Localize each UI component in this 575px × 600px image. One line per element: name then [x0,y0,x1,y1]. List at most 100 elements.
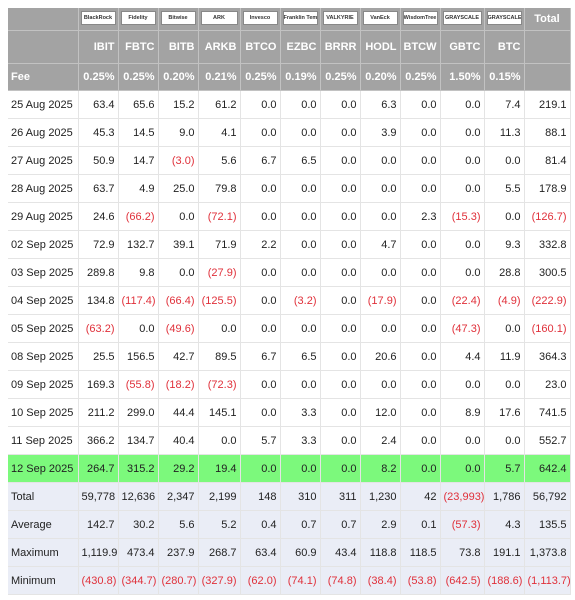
flow-value: (17.9) [360,286,401,315]
ticker: GBTC [440,30,485,64]
flow-value: 73.8 [440,538,485,567]
flow-value: (1,113.7) [524,566,571,595]
flow-value: 50.9 [78,146,119,175]
ticker: BITB [158,30,199,64]
flow-value: 39.1 [158,230,199,259]
flow-value: 315.2 [118,454,159,483]
flow-value: 1,786 [484,482,525,511]
flow-value: 56,792 [524,482,571,511]
flow-value: 0.0 [198,426,241,455]
flow-value: 0.0 [440,146,485,175]
flow-value: 0.1 [400,510,441,539]
flow-value: 0.0 [320,314,361,343]
flow-value: 11.9 [484,342,525,371]
table-row: 12 Sep 2025 264.7 315.2 29.2 19.4 0.0 0.0 0.0 8.… [8,454,571,483]
flow-value: 135.5 [524,510,571,539]
flow-value: 0.0 [440,90,485,119]
flow-value: 134.8 [78,286,119,315]
flow-value: 14.7 [118,146,159,175]
table-row: 09 Sep 2025 169.3 (55.8) (18.2) (72.3) 0.0 0.0… [8,370,571,399]
row-label: 03 Sep 2025 [8,258,79,287]
table-row: 28 Aug 2025 63.7 4.9 25.0 79.8 0.0 0.0 0.0 0.0 0.… [8,174,571,203]
row-label: 12 Sep 2025 [8,454,79,483]
flow-value: 4.4 [440,342,485,371]
fee-row: Fee 0.25% 0.25% 0.20% 0.21% 0.25% 0.19% 0.25% 0.… [8,63,571,91]
flow-value: 0.0 [400,454,441,483]
row-label: 28 Aug 2025 [8,174,79,203]
flow-value: 3.3 [280,398,321,427]
table-row: 11 Sep 2025 366.2 134.7 40.4 0.0 5.7 3.3 0.0 2.4… [8,426,571,455]
logo-cell: BlackRock [78,8,119,31]
table-row: 08 Sep 2025 25.5 156.5 42.7 89.5 6.7 6.5 0.0 20.… [8,342,571,371]
flow-value: 6.7 [240,146,281,175]
flow-value: 0.0 [400,174,441,203]
flow-value: 72.9 [78,230,119,259]
flow-value: 118.5 [400,538,441,567]
flow-value: 43.4 [320,538,361,567]
logo-cell: Fidelity [118,8,159,31]
flow-value: 3.9 [360,118,401,147]
fee: 0.25% [118,63,159,91]
flow-value: 61.2 [198,90,241,119]
row-label: 25 Aug 2025 [8,90,79,119]
flow-value: 0.0 [280,230,321,259]
flow-value: 63.4 [240,538,281,567]
flow-value: 0.0 [320,118,361,147]
flow-value: 9.8 [118,258,159,287]
flow-value: 14.5 [118,118,159,147]
flow-value: 0.0 [440,370,485,399]
flow-value: (126.7) [524,202,571,231]
flow-value: 81.4 [524,146,571,175]
fee-label: Fee [8,63,79,91]
flow-value: 0.0 [360,370,401,399]
fee: 0.19% [280,63,321,91]
flow-value: 0.0 [400,426,441,455]
flow-value: 191.1 [484,538,525,567]
logo-cell: Franklin Templeton [280,8,321,31]
flow-value: (430.8) [78,566,119,595]
flow-value: 0.0 [320,174,361,203]
flow-value: 4.1 [198,118,241,147]
fee: 0.15% [484,63,525,91]
flow-value: 11.3 [484,118,525,147]
table-row: 10 Sep 2025 211.2 299.0 44.4 145.1 0.0 3.3 0.0 1… [8,398,571,427]
flow-value: 364.3 [524,342,571,371]
flow-value: 142.7 [78,510,119,539]
flow-value: 741.5 [524,398,571,427]
flow-value: 8.2 [360,454,401,483]
flow-value: 0.0 [198,314,241,343]
flow-value: (327.9) [198,566,241,595]
flow-value: 156.5 [118,342,159,371]
flow-value: 0.0 [320,146,361,175]
flow-value: 89.5 [198,342,241,371]
fee: 1.50% [440,63,485,91]
flow-value: 366.2 [78,426,119,455]
flow-value: 0.0 [360,202,401,231]
flow-value: 0.0 [280,370,321,399]
flow-value: 0.0 [320,426,361,455]
flow-value: (160.1) [524,314,571,343]
flow-value: (15.3) [440,202,485,231]
flow-value: 0.0 [320,286,361,315]
issuer-logo: Bitwise [160,10,196,25]
flow-value: 0.0 [280,314,321,343]
flow-value: 5.6 [198,146,241,175]
flow-value: 0.0 [400,314,441,343]
flow-value: 25.0 [158,174,199,203]
ticker: ARKB [198,30,241,64]
flow-value: 0.0 [440,426,485,455]
flow-value: (125.5) [198,286,241,315]
ticker: IBIT [78,30,119,64]
table-row: 05 Sep 2025 (63.2) 0.0 (49.6) 0.0 0.0 0.0 0.0 0.… [8,314,571,343]
fee: 0.20% [360,63,401,91]
flow-value: 0.0 [280,118,321,147]
flow-value: 4.7 [360,230,401,259]
flow-value: 0.0 [484,146,525,175]
row-label: Minimum [8,566,79,595]
issuer-logo: Fidelity [120,10,156,25]
flow-value: 552.7 [524,426,571,455]
flow-value: 6.5 [280,146,321,175]
table-row: 03 Sep 2025 289.8 9.8 0.0 (27.9) 0.0 0.0 0.0 0.0… [8,258,571,287]
table-row: 25 Aug 2025 63.4 65.6 15.2 61.2 0.0 0.0 0.0 6.3 0… [8,90,571,119]
flow-value: (66.4) [158,286,199,315]
